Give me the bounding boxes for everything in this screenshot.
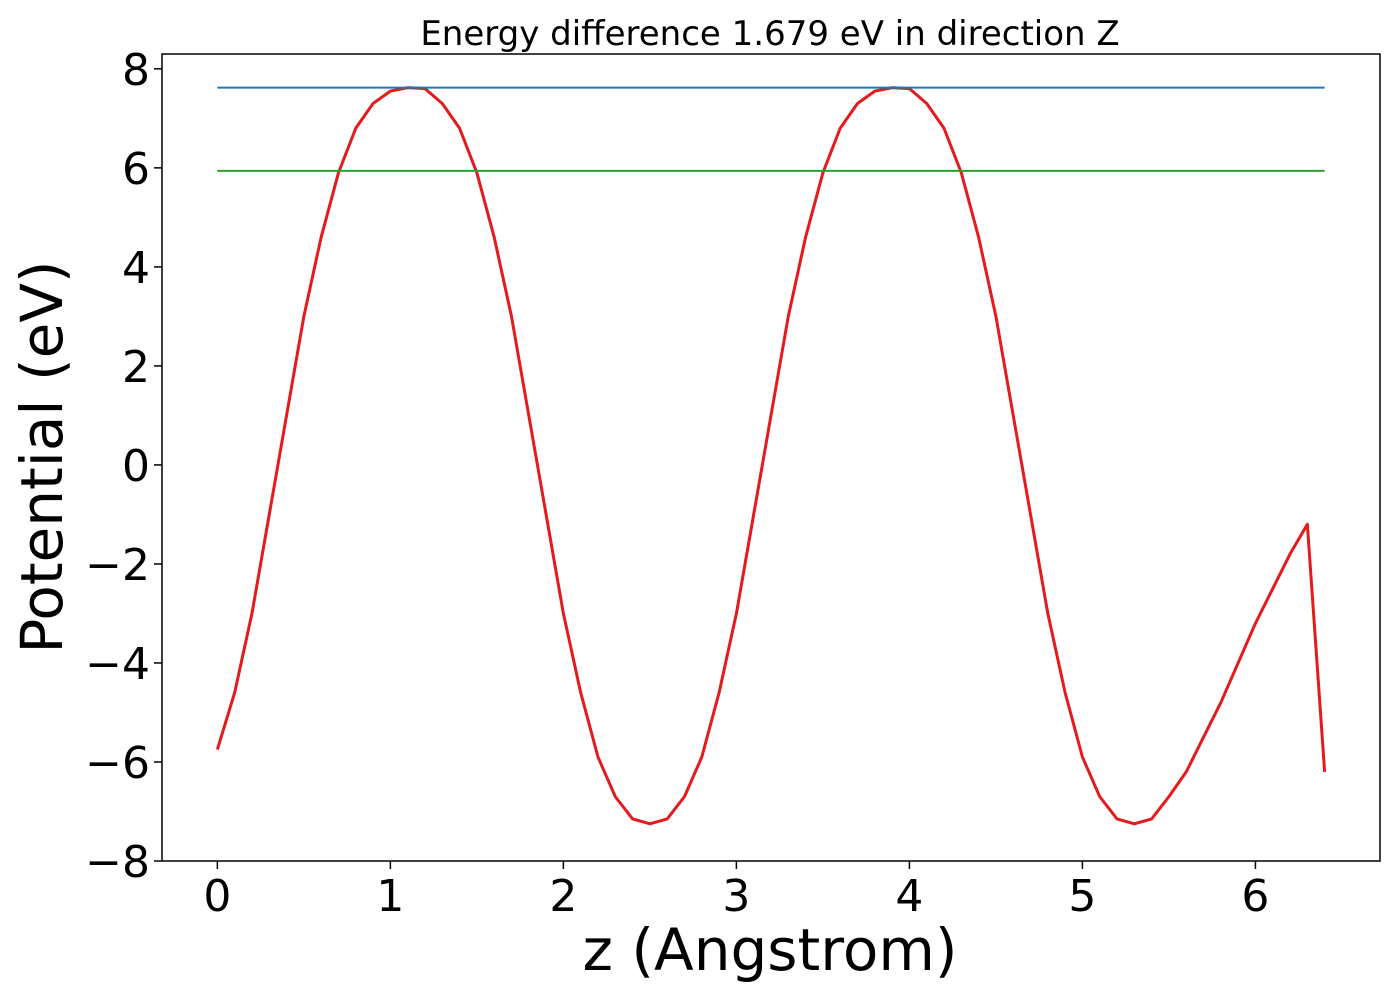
y-ticks: −8 −6 −4 −2 0 2 4 6 8	[85, 45, 162, 888]
potential-curve-line	[215, 86, 1327, 826]
y-tick-label: 0	[122, 441, 150, 492]
y-axis-label: Potential (eV)	[8, 260, 76, 653]
x-tick-label: 4	[895, 871, 923, 922]
x-tick-label: 2	[549, 871, 577, 922]
y-tick-label: 8	[122, 45, 150, 96]
y-tick-label: 6	[122, 144, 150, 195]
x-tick-label: 3	[722, 871, 750, 922]
x-ticks: 0 1 2 3 4 5 6	[203, 861, 1269, 922]
series-layer	[215, 86, 1327, 826]
x-tick-label: 1	[376, 871, 404, 922]
x-tick-label: 0	[203, 871, 231, 922]
x-axis-label: z (Angstrom)	[583, 916, 958, 984]
chart-title: Energy difference 1.679 eV in direction …	[420, 14, 1119, 54]
y-tick-label: −2	[85, 540, 150, 591]
y-tick-label: −4	[85, 639, 150, 690]
y-tick-label: −8	[85, 837, 150, 888]
plot-frame	[161, 53, 1381, 862]
y-tick-label: 4	[122, 243, 150, 294]
y-tick-label: −6	[85, 738, 150, 789]
x-tick-label: 6	[1241, 871, 1269, 922]
x-tick-label: 5	[1068, 871, 1096, 922]
y-tick-label: 2	[122, 342, 150, 393]
